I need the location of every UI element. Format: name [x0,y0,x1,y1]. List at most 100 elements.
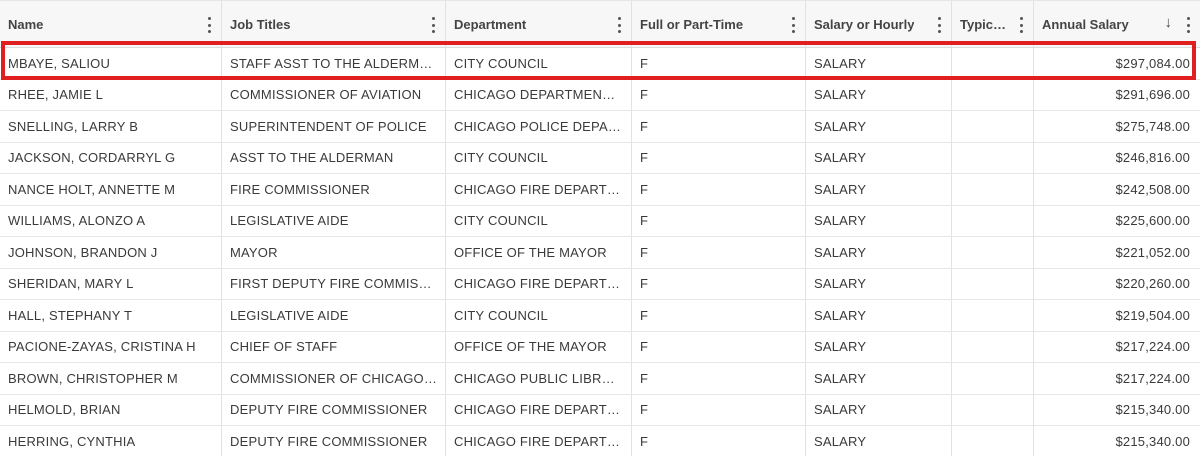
job-title-cell[interactable]: ASST TO THE ALDERMAN [222,142,446,173]
typical-hours-cell[interactable] [952,394,1034,425]
table-row[interactable]: WILLIAMS, ALONZO A LEGISLATIVE AIDE CITY C… [0,205,1200,237]
full-part-time-cell[interactable]: F [632,142,806,173]
typical-hours-cell[interactable] [952,237,1034,268]
salary-or-hourly-cell[interactable]: SALARY [806,394,952,425]
name-cell[interactable]: HERRING, CYNTHIA [0,426,222,456]
name-cell[interactable]: HELMOLD, BRIAN [0,394,222,425]
annual-salary-cell[interactable]: $217,224.00 [1034,332,1200,363]
full-part-time-cell[interactable]: F [632,174,806,205]
typical-hours-cell[interactable] [952,142,1034,173]
typical-hours-cell[interactable] [952,48,1034,79]
table-row[interactable]: SNELLING, LARRY B SUPERINTENDENT OF POLIC… [0,111,1200,143]
name-cell[interactable]: JOHNSON, BRANDON J [0,237,222,268]
salary-or-hourly-cell[interactable]: SALARY [806,268,952,299]
table-row[interactable]: SHERIDAN, MARY L FIRST DEPUTY FIRE COMMIS… [0,268,1200,300]
full-part-time-cell[interactable]: F [632,426,806,456]
column-menu-icon[interactable] [1186,17,1190,33]
full-part-time-cell[interactable]: F [632,394,806,425]
column-menu-icon[interactable] [431,17,435,33]
column-menu-icon[interactable] [207,17,211,33]
full-part-time-cell[interactable]: F [632,111,806,142]
name-cell[interactable]: JACKSON, CORDARRYL G [0,142,222,173]
name-cell[interactable]: MBAYE, SALIOU [0,48,222,79]
department-cell[interactable]: OFFICE OF THE MAYOR [446,331,632,362]
department-cell[interactable]: CITY COUNCIL [446,300,632,331]
table-row[interactable]: HERRING, CYNTHIA DEPUTY FIRE COMMISSIONER… [0,426,1200,456]
typical-hours-cell[interactable] [952,300,1034,331]
job-title-cell[interactable]: LEGISLATIVE AIDE [222,205,446,236]
table-row[interactable]: BROWN, CHRISTOPHER M COMMISSIONER OF CHIC… [0,363,1200,395]
annual-salary-cell[interactable]: $215,340.00 [1034,395,1200,426]
typical-hours-cell[interactable] [952,79,1034,110]
salary-or-hourly-cell[interactable]: SALARY [806,48,952,79]
full-part-time-cell[interactable]: F [632,363,806,394]
job-title-cell[interactable]: DEPUTY FIRE COMMISSIONER [222,426,446,456]
salary-or-hourly-cell[interactable]: SALARY [806,363,952,394]
salary-or-hourly-cell[interactable]: SALARY [806,79,952,110]
typical-hours-cell[interactable] [952,268,1034,299]
full-part-time-cell[interactable]: F [632,48,806,79]
annual-salary-cell[interactable]: $221,052.00 [1034,237,1200,268]
annual-salary-cell[interactable]: $297,084.00 [1034,48,1200,79]
annual-salary-cell[interactable]: $220,260.00 [1034,269,1200,300]
job-title-cell[interactable]: MAYOR [222,237,446,268]
annual-salary-cell[interactable]: $291,696.00 [1034,80,1200,111]
table-row-highlighted[interactable]: MBAYE, SALIOU STAFF ASST TO THE ALDERMAN C… [0,48,1200,80]
typical-hours-cell[interactable] [952,426,1034,456]
salary-or-hourly-cell[interactable]: SALARY [806,142,952,173]
table-row[interactable]: JACKSON, CORDARRYL G ASST TO THE ALDERMAN… [0,142,1200,174]
annual-salary-cell[interactable]: $219,504.00 [1034,300,1200,331]
salary-or-hourly-cell[interactable]: SALARY [806,237,952,268]
department-cell[interactable]: CHICAGO FIRE DEPARTMENT [446,268,632,299]
department-cell[interactable]: OFFICE OF THE MAYOR [446,237,632,268]
salary-or-hourly-cell[interactable]: SALARY [806,205,952,236]
department-cell[interactable]: CHICAGO FIRE DEPARTMENT [446,394,632,425]
column-menu-icon[interactable] [791,17,795,33]
table-row[interactable]: NANCE HOLT, ANNETTE M FIRE COMMISSIONER CH… [0,174,1200,206]
job-title-cell[interactable]: COMMISSIONER OF CHICAGO PU… [222,363,446,394]
name-cell[interactable]: PACIONE-ZAYAS, CRISTINA H [0,331,222,362]
column-header-typical-hours[interactable]: Typic… [952,1,1034,47]
table-row[interactable]: HELMOLD, BRIAN DEPUTY FIRE COMMISSIONER CH… [0,394,1200,426]
department-cell[interactable]: CITY COUNCIL [446,205,632,236]
job-title-cell[interactable]: FIRST DEPUTY FIRE COMMISSION… [222,268,446,299]
name-cell[interactable]: RHEE, JAMIE L [0,79,222,110]
department-cell[interactable]: CHICAGO POLICE DEPART… [446,111,632,142]
typical-hours-cell[interactable] [952,174,1034,205]
job-title-cell[interactable]: CHIEF OF STAFF [222,331,446,362]
arrow-down-icon[interactable]: ↓ [1164,14,1173,31]
name-cell[interactable]: WILLIAMS, ALONZO A [0,205,222,236]
annual-salary-cell[interactable]: $215,340.00 [1034,426,1200,456]
table-row[interactable]: JOHNSON, BRANDON J MAYOR OFFICE OF THE MAY… [0,237,1200,269]
column-header-annual-salary[interactable]: Annual Salary ↓ [1034,1,1200,47]
department-cell[interactable]: CITY COUNCIL [446,48,632,79]
salary-or-hourly-cell[interactable]: SALARY [806,174,952,205]
annual-salary-cell[interactable]: $246,816.00 [1034,143,1200,174]
table-row[interactable]: RHEE, JAMIE L COMMISSIONER OF AVIATION CHI… [0,79,1200,111]
full-part-time-cell[interactable]: F [632,79,806,110]
annual-salary-cell[interactable]: $217,224.00 [1034,363,1200,394]
annual-salary-cell[interactable]: $225,600.00 [1034,206,1200,237]
salary-or-hourly-cell[interactable]: SALARY [806,331,952,362]
typical-hours-cell[interactable] [952,363,1034,394]
job-title-cell[interactable]: DEPUTY FIRE COMMISSIONER [222,394,446,425]
department-cell[interactable]: CHICAGO PUBLIC LIBRARY [446,363,632,394]
column-header-name[interactable]: Name [0,1,222,47]
column-header-salary-or-hourly[interactable]: Salary or Hourly [806,1,952,47]
column-header-department[interactable]: Department [446,1,632,47]
job-title-cell[interactable]: SUPERINTENDENT OF POLICE [222,111,446,142]
full-part-time-cell[interactable]: F [632,205,806,236]
name-cell[interactable]: BROWN, CHRISTOPHER M [0,363,222,394]
table-row[interactable]: PACIONE-ZAYAS, CRISTINA H CHIEF OF STAFF O… [0,331,1200,363]
column-menu-icon[interactable] [617,17,621,33]
typical-hours-cell[interactable] [952,111,1034,142]
full-part-time-cell[interactable]: F [632,237,806,268]
salary-or-hourly-cell[interactable]: SALARY [806,111,952,142]
job-title-cell[interactable]: STAFF ASST TO THE ALDERMAN [222,48,446,79]
name-cell[interactable]: NANCE HOLT, ANNETTE M [0,174,222,205]
name-cell[interactable]: HALL, STEPHANY T [0,300,222,331]
department-cell[interactable]: CHICAGO FIRE DEPARTMENT [446,174,632,205]
column-menu-icon[interactable] [1019,17,1023,33]
department-cell[interactable]: CHICAGO DEPARTMENT OF… [446,79,632,110]
column-header-job-titles[interactable]: Job Titles [222,1,446,47]
